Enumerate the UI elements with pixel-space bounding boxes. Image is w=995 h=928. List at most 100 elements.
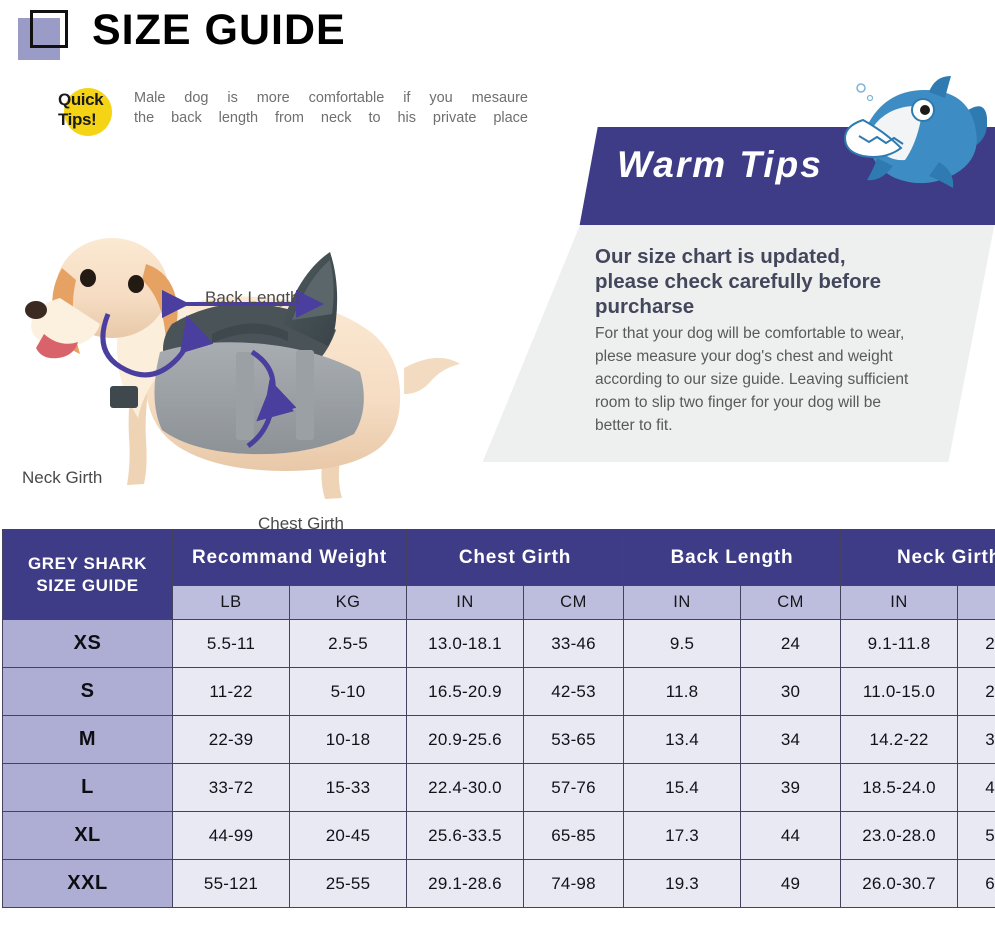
quick-tips-note: Quick Tips! Male dog is more comfortable… (58, 86, 528, 138)
offset-squares-logo-icon (18, 10, 74, 60)
table-row: M22-3910-1820.9-25.653-6513.43414.2-2236… (2, 715, 995, 764)
cell-weight-lb: 55-121 (172, 859, 290, 908)
cell-weight-kg: 10-18 (289, 715, 407, 764)
cell-size: M (2, 715, 173, 764)
cell-weight-kg: 5-10 (289, 667, 407, 716)
quick-tips-badge-text: Quick Tips! (58, 90, 120, 130)
warm-tips-panel: Warm Tips Our size chart is updated, ple… (447, 76, 995, 472)
cell-chest-in: 13.0-18.1 (406, 619, 524, 668)
cell-back-cm: 49 (740, 859, 842, 908)
cell-chest-cm: 33-46 (522, 619, 625, 668)
label-back-length: Back Length (205, 288, 300, 307)
cell-back-in: 15.4 (623, 763, 742, 812)
warm-tips-heading-line2: please check carefully before (595, 270, 882, 293)
table-row: XXL 55-121 25-55 29.1-28.6 74-98 19.3 49 26.0-3… (2, 859, 995, 908)
cell-chest-cm: 65-85 (522, 811, 625, 860)
group-header-chest-girth: Chest Girth (405, 529, 625, 586)
table-row: S 11-22 5-10 16.5-20.9 42-53 11.8 30 11.0-15.0 2… (2, 667, 995, 716)
corner-header-line2: SIZE GUIDE (36, 575, 139, 595)
table-group-header-row: GREY SHARK SIZE GUIDE Recommand Weight C… (2, 529, 995, 620)
cell-neck-cm: 23-30 (957, 619, 995, 668)
quick-tips-text: Male dog is more comfortable if you mesa… (134, 88, 528, 128)
unit-header-chest-cm: CM (522, 585, 625, 620)
logo-filled-square (18, 18, 60, 60)
cell-neck-in: 11.0-15.0 (840, 667, 959, 716)
cell-size: XL (2, 811, 173, 860)
unit-header-weight-kg: KG (289, 585, 407, 620)
cell-chest-in: 16.5-20.9 (406, 667, 524, 716)
cell-back-in: 19.3 (623, 859, 742, 908)
logo-outlined-square (30, 10, 68, 48)
cell-weight-kg: 15-33 (289, 763, 407, 812)
quick-tips-badge-disc (64, 88, 112, 136)
dog-photo (25, 238, 460, 499)
cell-weight-lb: 5.5-11 (172, 619, 290, 668)
dog-measurement-illustration: Back Length Neck Girth Chest Girth (0, 138, 480, 533)
cell-back-cm: 39 (740, 763, 842, 812)
warm-tips-paragraph: For that your dog will be comfortable to… (595, 322, 973, 437)
unit-header-back-in: IN (623, 585, 742, 620)
cell-neck-in: 23.0-28.0 (840, 811, 959, 860)
unit-header-chest-in: IN (406, 585, 524, 620)
cell-neck-in: 26.0-30.7 (840, 859, 959, 908)
cell-neck-in: 18.5-24.0 (840, 763, 959, 812)
cell-chest-cm: 53-65 (522, 715, 625, 764)
cell-size: XS (2, 619, 173, 668)
quick-tips-text-line2: the back length from neck to his private… (134, 110, 528, 126)
cell-weight-lb: 22-39 (172, 715, 290, 764)
quick-tips-badge-line2: Tips! (58, 110, 97, 129)
group-header-recommand-weight: Recommand Weight (172, 529, 407, 586)
group-header-neck-girth: Neck Girth (840, 529, 995, 586)
cell-back-cm: 34 (740, 715, 842, 764)
cell-weight-lb: 11-22 (172, 667, 290, 716)
warm-tips-paragraph-line4: room to slip two finger for your dog wil… (595, 394, 882, 411)
warm-tips-paragraph-line3: according to our size guide. Leaving suf… (595, 371, 909, 388)
corner-header-line1: GREY SHARK (27, 553, 148, 573)
cell-neck-in: 14.2-22 (840, 715, 959, 764)
cell-weight-lb: 44-99 (172, 811, 290, 860)
cell-chest-cm: 74-98 (522, 859, 625, 908)
warm-tips-paragraph-line2: plese measure your dog's chest and weigh… (595, 348, 893, 365)
cell-chest-cm: 57-76 (522, 763, 625, 812)
cell-neck-cm: 66-78 (957, 859, 995, 908)
table-row: XL 44-99 20-45 25.6-33.5 65-85 17.3 44 23.0-28.… (2, 811, 995, 860)
cell-chest-cm: 42-53 (522, 667, 625, 716)
unit-header-back-cm: CM (740, 585, 842, 620)
table-row: XS 5.5-11 2.5-5 13.0-18.1 33-46 9.5 24 9.1-11.8… (2, 619, 995, 668)
page-header: SIZE GUIDE (0, 0, 995, 72)
cell-back-in: 13.4 (623, 715, 742, 764)
label-chest-girth: Chest Girth (258, 514, 344, 533)
quick-tips-badge: Quick Tips! (58, 86, 116, 138)
cell-back-in: 9.5 (623, 619, 742, 668)
label-neck-girth: Neck Girth (22, 468, 103, 487)
cell-chest-in: 29.1-28.6 (406, 859, 524, 908)
cell-neck-in: 9.1-11.8 (840, 619, 959, 668)
table-row: L 33-72 15-33 22.4-30.0 57-76 15.4 39 18.5-24.0… (2, 763, 995, 812)
table-head: GREY SHARK SIZE GUIDE Recommand Weight C… (2, 529, 995, 620)
page-title: SIZE GUIDE (92, 6, 346, 54)
cell-size: L (2, 763, 173, 812)
cell-size: XXL (2, 859, 173, 908)
cell-chest-in: 25.6-33.5 (406, 811, 524, 860)
warm-tips-title: Warm Tips (617, 144, 823, 185)
cell-chest-in: 22.4-30.0 (406, 763, 524, 812)
shark-mascot-icon (843, 76, 987, 188)
cell-size: S (2, 667, 173, 716)
warm-tips-paragraph-line5: better to fit. (595, 417, 673, 434)
cell-back-cm: 44 (740, 811, 842, 860)
cell-back-cm: 30 (740, 667, 842, 716)
cell-neck-cm: 47-61 (957, 763, 995, 812)
cell-neck-cm: 59-71 (957, 811, 995, 860)
table-body: XS 5.5-11 2.5-5 13.0-18.1 33-46 9.5 24 9.1-11.8… (2, 619, 995, 908)
warm-tips-paragraph-line1: For that your dog will be comfortable to… (595, 325, 905, 342)
cell-chest-in: 20.9-25.6 (406, 715, 524, 764)
quick-tips-text-line1: Male dog is more comfortable if you mesa… (134, 90, 528, 106)
cell-weight-lb: 33-72 (172, 763, 290, 812)
cell-back-cm: 24 (740, 619, 842, 668)
cell-neck-cm: 36-56 (957, 715, 995, 764)
cell-weight-kg: 20-45 (289, 811, 407, 860)
warm-tips-body-shape (482, 222, 995, 462)
cell-back-in: 17.3 (623, 811, 742, 860)
quick-tips-badge-line1: Quick (58, 90, 104, 109)
cell-neck-cm: 28-38 (957, 667, 995, 716)
